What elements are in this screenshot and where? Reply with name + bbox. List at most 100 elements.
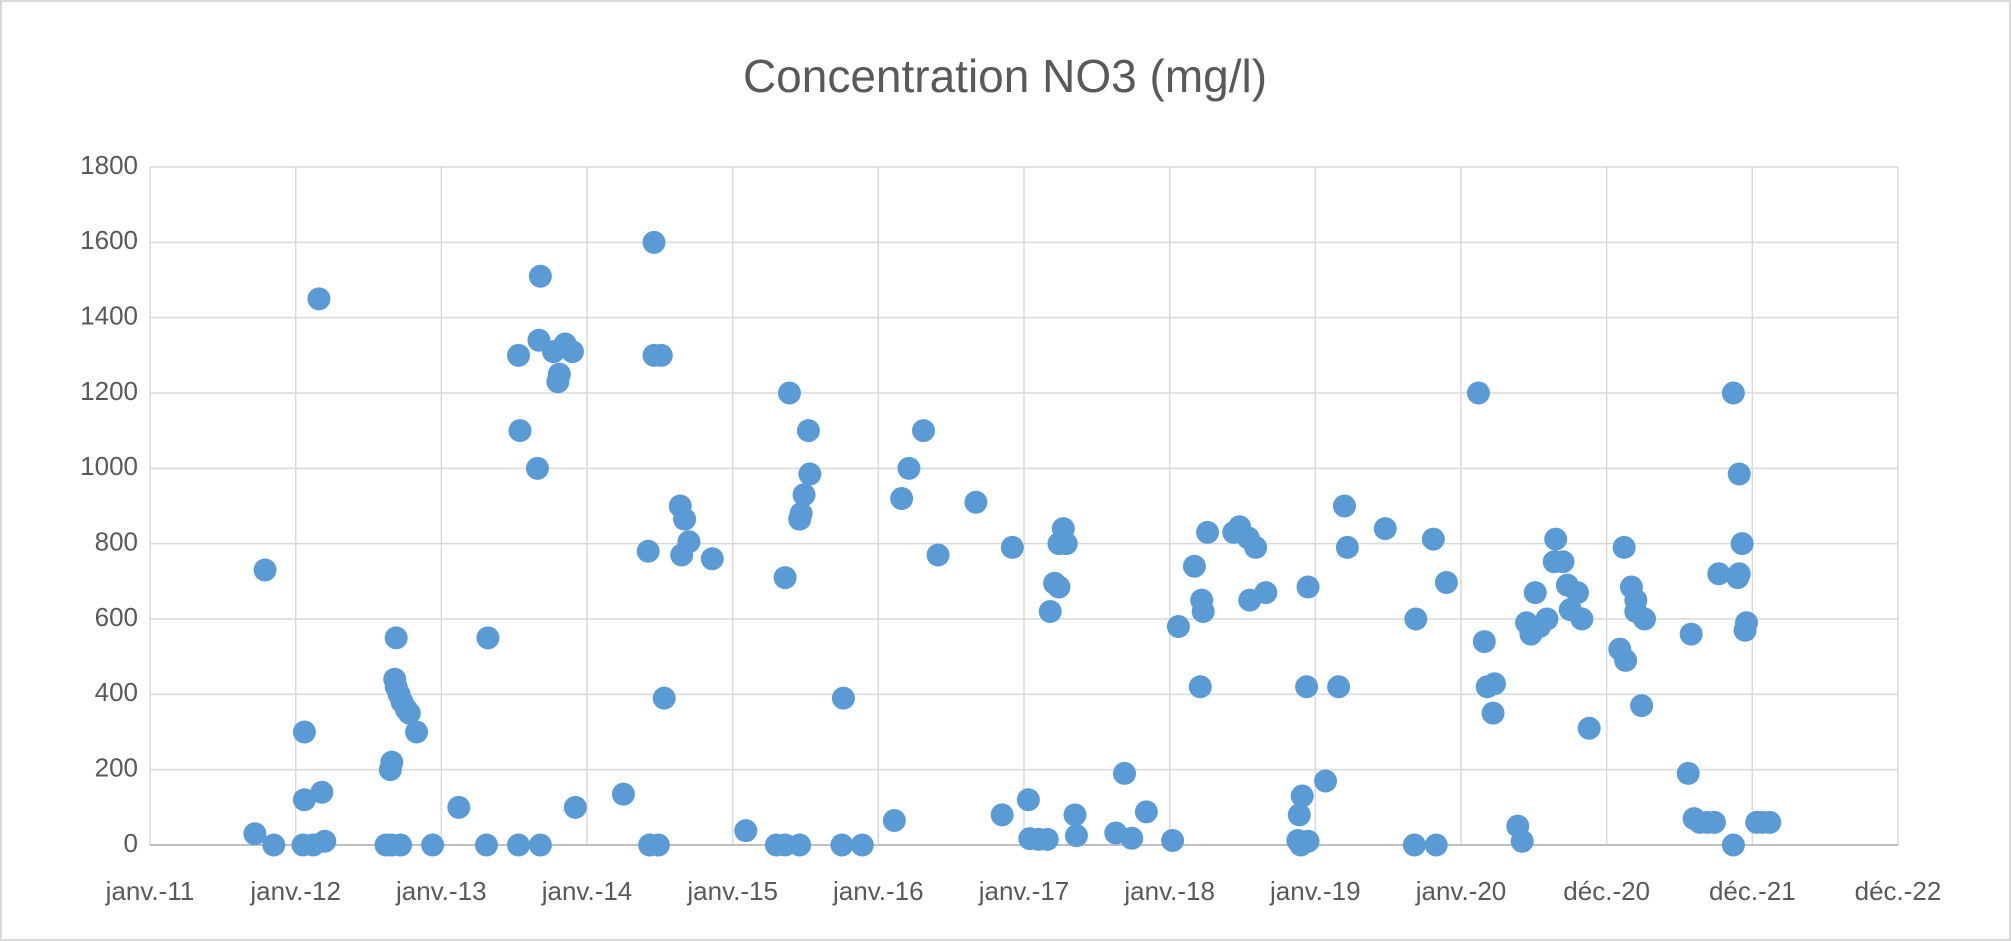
y-tick-label: 1600 (80, 225, 138, 255)
point (474, 833, 498, 857)
x-tick-label: janv.-17 (978, 876, 1070, 906)
point (447, 795, 471, 819)
x-tick-label: janv.-12 (249, 876, 341, 906)
point (1424, 833, 1448, 857)
point (1551, 550, 1575, 574)
point (670, 543, 694, 567)
point (636, 539, 660, 563)
point (1296, 829, 1320, 853)
point (1254, 581, 1278, 605)
point (1000, 535, 1024, 559)
point (292, 788, 316, 812)
point (911, 419, 935, 443)
point (1421, 527, 1445, 551)
point (831, 686, 855, 710)
point (798, 462, 822, 486)
point (560, 340, 584, 364)
point (563, 795, 587, 819)
point (652, 686, 676, 710)
point (507, 833, 531, 857)
x-tick-label: déc.-21 (1709, 876, 1796, 906)
point (792, 483, 816, 507)
x-tick-label: déc.-22 (1855, 876, 1942, 906)
point (1523, 581, 1547, 605)
point (1758, 810, 1782, 834)
point (1038, 599, 1062, 623)
point (1290, 784, 1314, 808)
point (1566, 581, 1590, 605)
point (421, 833, 445, 857)
point (1161, 828, 1185, 852)
point (1182, 554, 1206, 578)
point (1483, 672, 1507, 696)
point (307, 287, 331, 311)
point (646, 833, 670, 857)
point (1335, 535, 1359, 559)
point (292, 720, 316, 744)
x-tick-label: janv.-14 (541, 876, 633, 906)
point (926, 543, 950, 567)
point (1510, 829, 1534, 853)
point (384, 626, 408, 650)
point (990, 803, 1014, 827)
point (1188, 675, 1212, 699)
point (1679, 622, 1703, 646)
point (1287, 803, 1311, 827)
point (1676, 761, 1700, 785)
point (788, 833, 812, 857)
point (1373, 517, 1397, 541)
point (1633, 607, 1657, 631)
point (1630, 694, 1654, 718)
point (1332, 494, 1356, 518)
point (830, 833, 854, 857)
y-tick-label: 1200 (80, 376, 138, 406)
point (1314, 769, 1338, 793)
point (1730, 532, 1754, 556)
point (642, 230, 666, 254)
point (1721, 381, 1745, 405)
y-tick-label: 1000 (80, 451, 138, 481)
x-tick-label: déc.-20 (1563, 876, 1650, 906)
x-tick-label: janv.-16 (832, 876, 924, 906)
point (1047, 575, 1071, 599)
point (1296, 575, 1320, 599)
point (508, 419, 532, 443)
x-tick-label: janv.-18 (1123, 876, 1215, 906)
point (1727, 462, 1751, 486)
point (1166, 615, 1190, 639)
point (1063, 803, 1087, 827)
point (734, 819, 758, 843)
point (525, 456, 549, 480)
y-tick-label: 800 (95, 527, 138, 557)
y-tick-label: 200 (95, 753, 138, 783)
point (1035, 827, 1059, 851)
point (528, 833, 552, 857)
point (528, 264, 552, 288)
x-tick-label: janv.-19 (1269, 876, 1361, 906)
point (1196, 520, 1220, 544)
point (1535, 607, 1559, 631)
point (700, 547, 724, 571)
point (253, 558, 277, 582)
point (1113, 761, 1137, 785)
point (405, 720, 429, 744)
y-tick-label: 400 (95, 677, 138, 707)
point (777, 381, 801, 405)
point (1577, 716, 1601, 740)
y-tick-label: 600 (95, 602, 138, 632)
point (397, 701, 421, 725)
point (547, 362, 571, 386)
point (1614, 648, 1638, 672)
point (1120, 826, 1144, 850)
point (1466, 381, 1490, 405)
point (773, 566, 797, 590)
point (262, 833, 286, 857)
chart-title: Concentration NO3 (mg/l) (743, 50, 1267, 102)
point (850, 833, 874, 857)
point (789, 502, 813, 526)
point (890, 486, 914, 510)
point (1434, 570, 1458, 594)
point (611, 782, 635, 806)
